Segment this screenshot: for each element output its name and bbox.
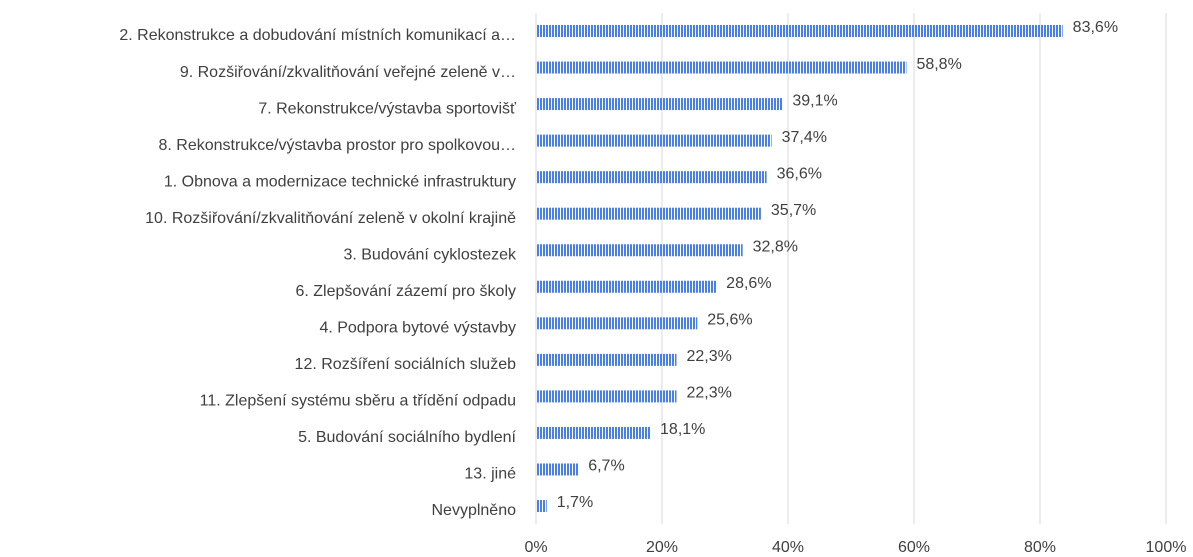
y-tick-label: 1. Obnova a modernizace technické infras…	[164, 173, 516, 190]
value-label: 58,8%	[916, 56, 961, 73]
value-label: 18,1%	[660, 421, 705, 438]
y-tick-label: 11. Zlepšení systému sběru a třídění odp…	[200, 393, 516, 410]
value-label: 22,3%	[686, 385, 731, 402]
value-label: 32,8%	[753, 238, 798, 255]
y-tick-label: 7. Rekonstrukce/výstavba sportovišť	[258, 100, 517, 117]
bar	[536, 317, 698, 330]
value-label: 6,7%	[588, 458, 624, 475]
y-tick-label: 4. Podpora bytové výstavby	[319, 320, 516, 337]
y-tick-label: 10. Rozšiřování/zkvalitňování zeleně v o…	[145, 210, 516, 227]
value-label: 39,1%	[792, 92, 837, 109]
bar	[536, 463, 579, 476]
bar	[536, 500, 547, 513]
value-label: 37,4%	[782, 129, 827, 146]
value-label: 83,6%	[1073, 19, 1118, 36]
y-tick-label: 12. Rozšíření sociálních služeb	[295, 356, 517, 373]
value-label: 28,6%	[726, 275, 771, 292]
bar	[536, 25, 1063, 37]
x-tick-label: 80%	[1024, 539, 1056, 556]
y-tick-label: 8. Rekonstrukce/výstavba prostor pro spo…	[159, 137, 517, 154]
value-label: 25,6%	[707, 312, 752, 329]
y-tick-label: Nevyplněno	[432, 502, 517, 519]
x-tick-label: 60%	[898, 539, 930, 556]
bar	[536, 390, 677, 403]
value-label: 35,7%	[771, 202, 816, 219]
bar	[536, 98, 783, 111]
bar	[536, 426, 651, 439]
y-tick-label: 2. Rekonstrukce a dobudování místních ko…	[119, 27, 516, 44]
x-tick-label: 40%	[772, 539, 804, 556]
bar	[536, 353, 677, 366]
value-label: 1,7%	[557, 494, 593, 511]
bar	[536, 171, 767, 184]
value-label: 36,6%	[777, 165, 822, 182]
bar	[536, 244, 743, 257]
bar	[536, 61, 907, 74]
y-tick-label: 13. jiné	[464, 466, 516, 483]
bar	[536, 280, 717, 293]
value-label: 22,3%	[686, 348, 731, 365]
y-tick-label: 5. Budování sociálního bydlení	[298, 429, 516, 446]
y-tick-label: 3. Budování cyklostezek	[343, 246, 517, 263]
bar	[536, 134, 772, 147]
y-tick-label: 9. Rozšiřování/zkvalitňování veřejné zel…	[180, 64, 516, 81]
x-tick-label: 100%	[1146, 539, 1187, 556]
x-tick-label: 20%	[646, 539, 678, 556]
y-tick-label: 6. Zlepšování zázemí pro školy	[295, 283, 516, 300]
bar	[536, 207, 761, 220]
x-tick-label: 0%	[524, 539, 547, 556]
